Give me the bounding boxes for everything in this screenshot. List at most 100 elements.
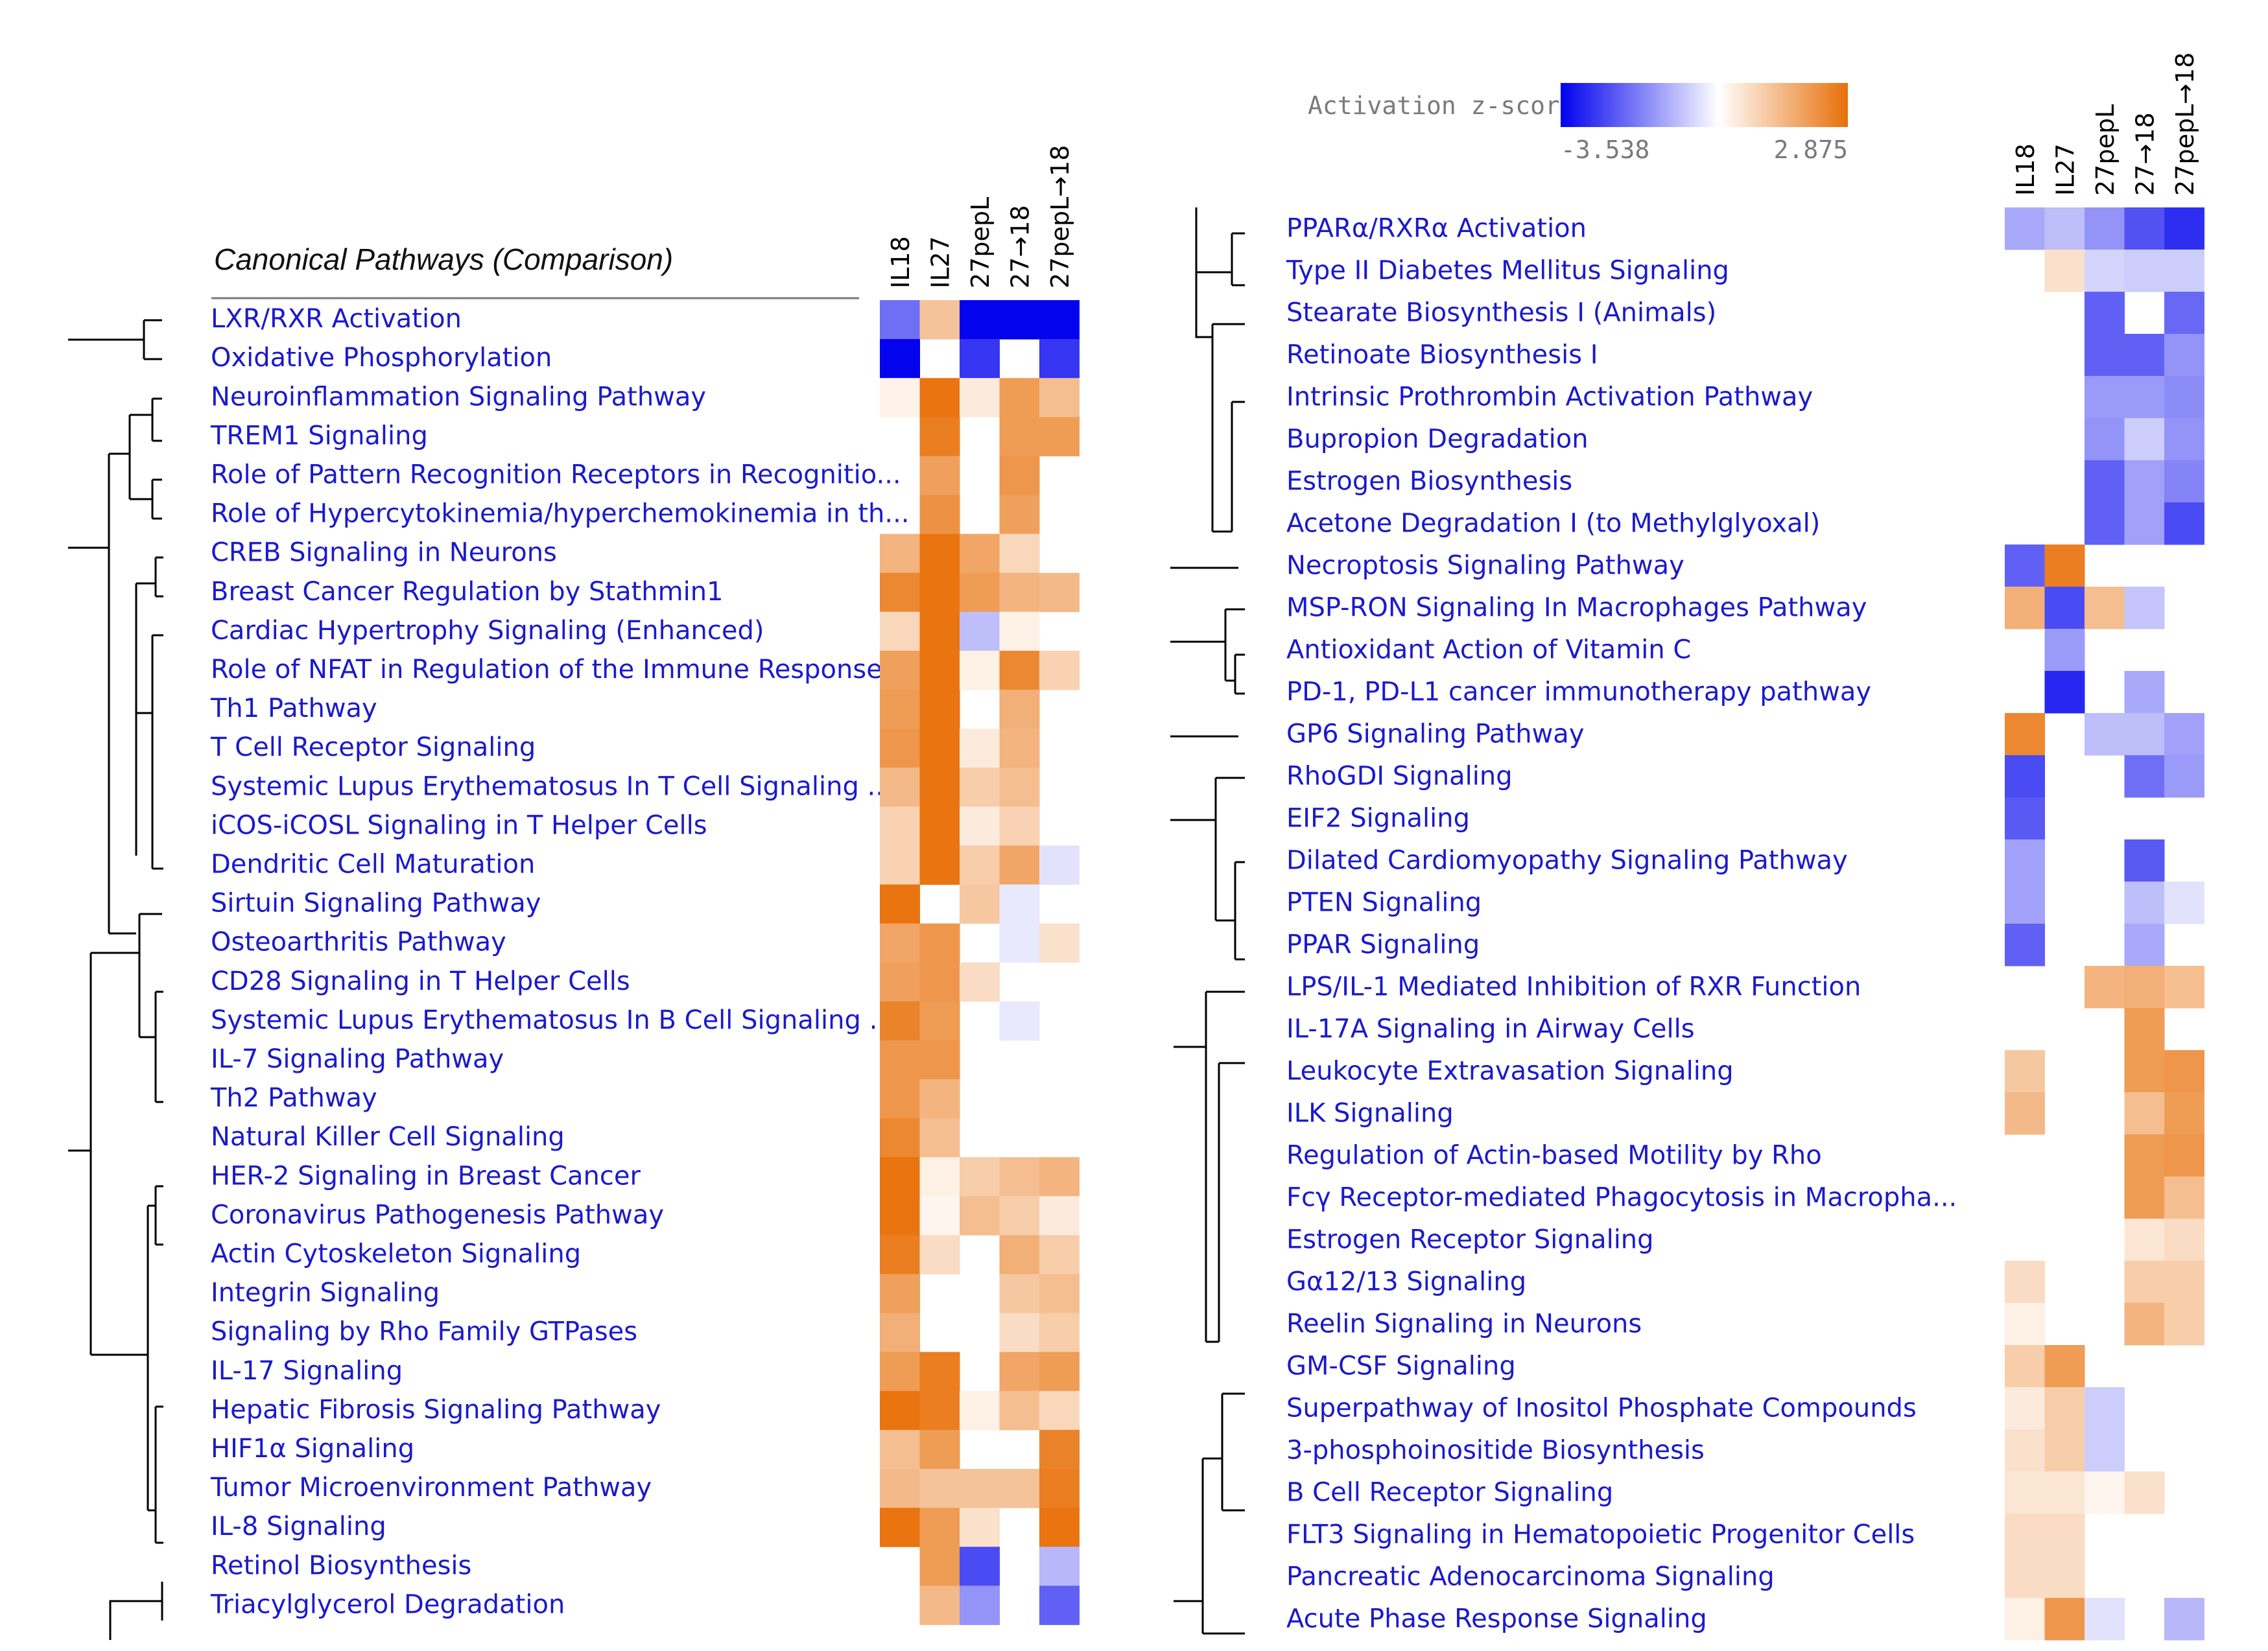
heatmap-cell xyxy=(2164,1303,2204,1346)
pathway-label[interactable]: EIF2 Signaling xyxy=(1286,804,1470,834)
heatmap-row: Gα12/13 Signaling xyxy=(1286,1261,2204,1304)
pathway-label[interactable]: T Cell Receptor Signaling xyxy=(210,732,536,762)
pathway-label[interactable]: Systemic Lupus Erythematosus In T Cell S… xyxy=(211,771,892,801)
pathway-label[interactable]: Breast Cancer Regulation by Stathmin1 xyxy=(211,577,724,607)
pathway-label[interactable]: Sirtuin Signaling Pathway xyxy=(211,889,541,919)
heatmap-row: TREM1 Signaling xyxy=(210,417,1080,456)
heatmap-row: B Cell Receptor Signaling xyxy=(1286,1471,2165,1514)
pathway-label[interactable]: Integrin Signaling xyxy=(211,1278,440,1308)
pathway-label[interactable]: Actin Cytoskeleton Signaling xyxy=(211,1239,581,1269)
pathway-label[interactable]: Th1 Pathway xyxy=(210,694,377,723)
pathway-label[interactable]: Hepatic Fibrosis Signaling Pathway xyxy=(211,1395,661,1425)
pathway-label[interactable]: PPAR Signaling xyxy=(1286,930,1480,960)
heatmap-cell xyxy=(999,495,1040,535)
pathway-label[interactable]: iCOS-iCOSL Signaling in T Helper Cells xyxy=(211,810,707,840)
pathway-label[interactable]: Systemic Lupus Erythematosus In B Cell S… xyxy=(211,1005,894,1035)
pathway-label[interactable]: PPARα/RXRα Activation xyxy=(1286,214,1587,244)
pathway-label[interactable]: Neuroinflammation Signaling Pathway xyxy=(211,382,706,412)
pathway-label[interactable]: IL-7 Signaling Pathway xyxy=(211,1044,504,1074)
pathway-label[interactable]: Oxidative Phosphorylation xyxy=(211,343,552,373)
pathway-label[interactable]: CD28 Signaling in T Helper Cells xyxy=(211,966,630,996)
pathway-label[interactable]: 3-phosphoinositide Biosynthesis xyxy=(1286,1436,1705,1466)
pathway-label[interactable]: Gα12/13 Signaling xyxy=(1286,1267,1526,1297)
heatmap-cell xyxy=(880,1001,920,1041)
pathway-label[interactable]: Estrogen Receptor Signaling xyxy=(1286,1225,1654,1255)
pathway-label[interactable]: Stearate Biosynthesis I (Animals) xyxy=(1286,298,1716,328)
pathway-label[interactable]: Type II Diabetes Mellitus Signaling xyxy=(1286,256,1729,286)
heatmap-cell xyxy=(960,767,1000,807)
heatmap-cell xyxy=(2005,207,2045,250)
pathway-label[interactable]: Th2 Pathway xyxy=(210,1083,377,1113)
pathway-label[interactable]: Retinol Biosynthesis xyxy=(211,1551,471,1580)
heatmap-cell xyxy=(919,611,960,651)
pathway-label[interactable]: Dendritic Cell Maturation xyxy=(211,849,535,879)
heatmap-cell xyxy=(2005,1092,2045,1135)
heatmap-row: Signaling by Rho Family GTPases xyxy=(211,1313,1080,1353)
pathway-label[interactable]: Triacylglycerol Degradation xyxy=(210,1589,565,1619)
pathway-label[interactable]: Signaling by Rho Family GTPases xyxy=(211,1317,637,1347)
pathway-label[interactable]: PTEN Signaling xyxy=(1286,888,1482,918)
pathway-label[interactable]: Osteoarthritis Pathway xyxy=(211,928,506,957)
heatmap-cell xyxy=(999,1235,1040,1274)
heatmap-cell xyxy=(880,884,920,924)
heatmap-cell xyxy=(960,884,1000,924)
pathway-label[interactable]: Retinoate Biosynthesis I xyxy=(1286,340,1598,370)
pathway-label[interactable]: Estrogen Biosynthesis xyxy=(1286,467,1572,497)
pathway-label[interactable]: IL-8 Signaling xyxy=(211,1512,386,1541)
column-label-27-18: 27→18 xyxy=(1006,205,1034,288)
pathway-label[interactable]: Acute Phase Response Signaling xyxy=(1286,1604,1707,1634)
heatmap-cell xyxy=(2124,1008,2165,1051)
heatmap-cell xyxy=(880,1352,920,1392)
pathway-label[interactable]: Intrinsic Prothrombin Activation Pathway xyxy=(1286,382,1813,412)
pathway-label[interactable]: Superpathway of Inositol Phosphate Compo… xyxy=(1286,1394,1917,1423)
pathway-label[interactable]: CREB Signaling in Neurons xyxy=(211,538,557,568)
pathway-label[interactable]: HER-2 Signaling in Breast Cancer xyxy=(211,1161,641,1191)
pathway-label[interactable]: Dilated Cardiomyopathy Signaling Pathway xyxy=(1286,846,1848,876)
heatmap-cell xyxy=(2005,1556,2045,1598)
pathway-label[interactable]: Natural Killer Cell Signaling xyxy=(211,1122,565,1152)
pathway-label[interactable]: Necroptosis Signaling Pathway xyxy=(1286,551,1684,581)
color-legend: Activation z-score -3.538 2.875 xyxy=(1308,83,1848,164)
pathway-label[interactable]: RhoGDI Signaling xyxy=(1286,762,1513,791)
heatmap-row: HIF1α Signaling xyxy=(211,1429,1080,1470)
pathway-label[interactable]: Regulation of Actin-based Motility by Rh… xyxy=(1286,1141,1822,1171)
heatmap-cell xyxy=(999,806,1040,846)
pathway-label[interactable]: Tumor Microenvironment Pathway xyxy=(210,1473,652,1503)
pathway-label[interactable]: IL-17A Signaling in Airway Cells xyxy=(1286,1014,1695,1044)
pathway-label[interactable]: Reelin Signaling in Neurons xyxy=(1286,1309,1642,1339)
pathway-label[interactable]: ILK Signaling xyxy=(1286,1099,1454,1129)
pathway-label[interactable]: HIF1α Signaling xyxy=(211,1434,414,1464)
pathway-label[interactable]: GP6 Signaling Pathway xyxy=(1286,720,1585,749)
pathway-label[interactable]: IL-17 Signaling xyxy=(211,1356,403,1386)
heatmap-row: Triacylglycerol Degradation xyxy=(210,1586,1080,1625)
heatmap-row: Role of Hypercytokinemia/hyperchemokinem… xyxy=(211,495,1040,535)
pathway-label[interactable]: FLT3 Signaling in Hematopoietic Progenit… xyxy=(1286,1520,1915,1550)
pathway-label[interactable]: LPS/IL-1 Mediated Inhibition of RXR Func… xyxy=(1286,972,1861,1002)
pathway-label[interactable]: Pancreatic Adenocarcinoma Signaling xyxy=(1286,1562,1775,1592)
heatmap-cell xyxy=(2164,882,2204,924)
pathway-label[interactable]: Coronavirus Pathogenesis Pathway xyxy=(211,1200,664,1230)
pathway-label[interactable]: Bupropion Degradation xyxy=(1286,425,1589,454)
heatmap-cell xyxy=(960,845,1000,885)
heatmap-cell xyxy=(960,1196,1000,1235)
pathway-label[interactable]: LXR/RXR Activation xyxy=(211,304,462,334)
pathway-label[interactable]: Role of Pattern Recognition Receptors in… xyxy=(211,460,901,489)
heatmap-row: Systemic Lupus Erythematosus In B Cell S… xyxy=(211,1001,1040,1041)
pathway-label[interactable]: PD-1, PD-L1 cancer immunotherapy pathway xyxy=(1286,677,1871,707)
pathway-label[interactable]: Cardiac Hypertrophy Signaling (Enhanced) xyxy=(211,616,764,646)
pathway-label[interactable]: TREM1 Signaling xyxy=(210,421,428,451)
heatmap-cell xyxy=(2085,334,2125,377)
pathway-label[interactable]: Antioxidant Action of Vitamin C xyxy=(1286,635,1691,665)
pathway-label[interactable]: Role of NFAT in Regulation of the Immune… xyxy=(211,655,882,685)
pathway-label[interactable]: B Cell Receptor Signaling xyxy=(1286,1478,1613,1508)
heatmap-cell xyxy=(2085,966,2125,1009)
heatmap-cell xyxy=(2005,1471,2045,1514)
pathway-label[interactable]: Role of Hypercytokinemia/hyperchemokinem… xyxy=(211,499,910,529)
pathway-label[interactable]: GM-CSF Signaling xyxy=(1286,1352,1516,1381)
column-label-il27: IL27 xyxy=(926,236,954,288)
heatmap-cell xyxy=(960,339,1000,379)
pathway-label[interactable]: Fcγ Receptor-mediated Phagocytosis in Ma… xyxy=(1286,1183,1957,1213)
pathway-label[interactable]: MSP-RON Signaling In Macrophages Pathway xyxy=(1286,593,1867,623)
pathway-label[interactable]: Acetone Degradation I (to Methylglyoxal) xyxy=(1286,509,1820,539)
pathway-label[interactable]: Leukocyte Extravasation Signaling xyxy=(1286,1057,1734,1086)
